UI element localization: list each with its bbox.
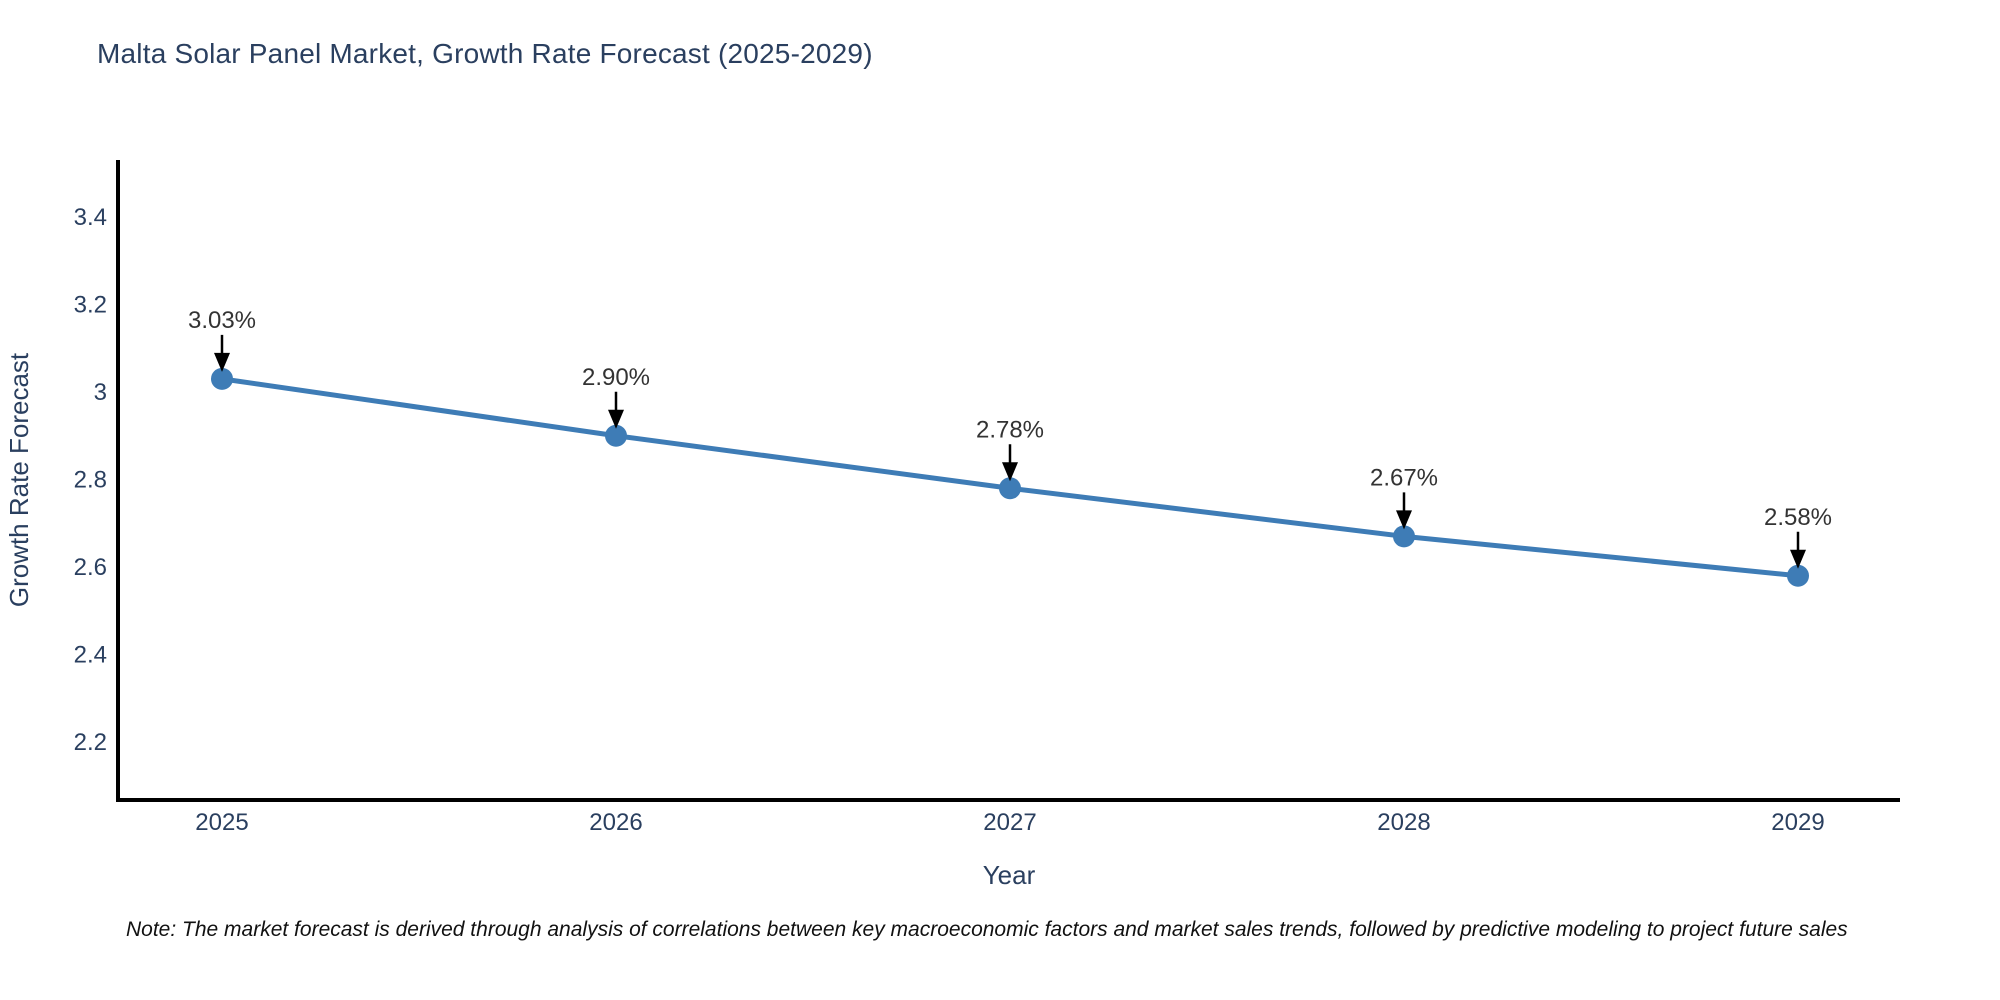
y-tick-label: 3 xyxy=(94,379,107,406)
annotation-arrow-head xyxy=(1002,462,1018,482)
data-point-label: 2.78% xyxy=(976,416,1044,443)
y-tick-label: 3.4 xyxy=(74,204,107,231)
annotation-arrow-head xyxy=(608,409,624,429)
x-tick-label: 2027 xyxy=(983,809,1036,836)
data-point-label: 2.67% xyxy=(1370,464,1438,491)
data-point-marker xyxy=(605,424,627,447)
data-point-label: 2.58% xyxy=(1764,504,1832,531)
annotation-arrow-head xyxy=(214,352,230,372)
x-tick-label: 2025 xyxy=(195,809,248,836)
chart-title: Malta Solar Panel Market, Growth Rate Fo… xyxy=(97,38,873,69)
x-axis-title: Year xyxy=(983,860,1036,890)
annotation-arrow-head xyxy=(1396,510,1412,530)
x-tick-label: 2028 xyxy=(1377,809,1430,836)
y-tick-label: 2.6 xyxy=(74,554,107,581)
y-tick-label: 2.8 xyxy=(74,467,107,494)
data-point-marker xyxy=(1787,564,1809,587)
data-point-marker xyxy=(211,367,233,390)
y-axis-title: Growth Rate Forecast xyxy=(4,352,34,607)
y-tick-label: 2.4 xyxy=(74,642,107,669)
data-point-marker xyxy=(1393,525,1415,548)
data-point-label: 3.03% xyxy=(188,307,256,334)
annotation-arrow-head xyxy=(1790,549,1806,569)
chart-footnote: Note: The market forecast is derived thr… xyxy=(126,918,1848,941)
x-tick-label: 2026 xyxy=(589,809,642,836)
data-point-marker xyxy=(999,477,1021,500)
y-tick-label: 3.2 xyxy=(74,292,107,319)
data-point-label: 2.90% xyxy=(582,364,650,391)
x-tick-label: 2029 xyxy=(1771,809,1824,836)
y-tick-label: 2.2 xyxy=(74,729,107,756)
